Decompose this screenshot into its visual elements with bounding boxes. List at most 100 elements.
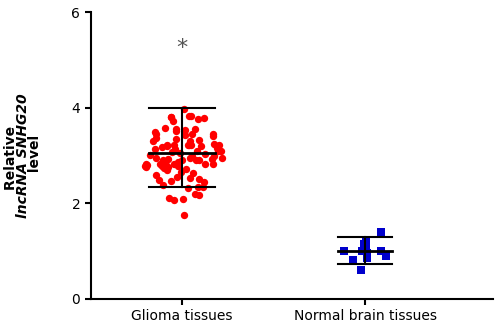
Point: [159, 182, 167, 187]
Point: [186, 156, 194, 161]
Point: [162, 125, 170, 131]
Point: [208, 161, 216, 167]
Point: [172, 128, 180, 134]
Point: [152, 135, 160, 141]
Point: [182, 167, 190, 172]
Point: [176, 151, 184, 156]
Point: [177, 170, 185, 175]
Point: [142, 162, 150, 167]
Point: [165, 196, 173, 201]
Point: [156, 162, 164, 167]
Point: [170, 197, 178, 203]
Point: [340, 248, 347, 253]
Point: [181, 132, 189, 138]
Point: [194, 184, 202, 189]
Point: [168, 114, 175, 119]
Point: [200, 115, 208, 121]
Point: [158, 164, 166, 169]
Point: [209, 133, 217, 138]
Text: *: *: [176, 38, 188, 58]
Point: [163, 143, 171, 148]
Point: [178, 158, 186, 163]
Text: level: level: [28, 135, 42, 177]
Point: [200, 179, 207, 184]
Point: [363, 250, 371, 255]
Point: [358, 248, 366, 253]
Point: [192, 158, 200, 163]
Point: [202, 161, 209, 167]
Point: [196, 192, 203, 197]
Point: [377, 248, 385, 253]
Point: [213, 146, 221, 151]
Point: [187, 114, 195, 119]
Point: [167, 179, 175, 184]
Point: [151, 146, 159, 151]
Point: [167, 115, 175, 120]
Point: [210, 153, 218, 158]
Point: [179, 197, 187, 202]
Point: [362, 244, 370, 249]
Point: [180, 107, 188, 112]
Point: [163, 142, 171, 147]
Point: [198, 143, 205, 148]
Point: [142, 165, 150, 170]
Point: [188, 131, 196, 137]
Point: [180, 127, 188, 133]
Point: [200, 151, 208, 157]
Point: [160, 166, 168, 171]
Point: [168, 149, 176, 154]
Point: [158, 145, 166, 150]
Point: [216, 142, 224, 148]
Point: [156, 178, 164, 183]
Point: [208, 156, 216, 161]
Point: [158, 157, 166, 163]
Point: [146, 152, 154, 157]
Point: [151, 129, 159, 134]
Point: [186, 138, 194, 144]
Point: [192, 126, 200, 131]
Point: [382, 253, 390, 259]
Point: [185, 113, 193, 118]
Point: [174, 160, 182, 165]
Point: [194, 177, 202, 182]
Point: [142, 163, 150, 168]
Point: [194, 116, 202, 121]
Point: [152, 131, 160, 136]
Point: [170, 161, 178, 167]
Point: [188, 154, 196, 159]
Point: [196, 138, 203, 143]
Point: [168, 118, 176, 124]
Point: [195, 158, 203, 163]
Point: [142, 163, 150, 168]
Point: [163, 168, 171, 173]
Point: [210, 142, 218, 147]
Point: [364, 255, 372, 260]
Point: [214, 148, 222, 154]
Point: [180, 213, 188, 218]
Point: [192, 191, 200, 197]
Point: [172, 127, 180, 132]
Point: [189, 170, 197, 176]
Point: [164, 165, 172, 170]
Point: [193, 148, 201, 153]
Point: [362, 237, 370, 242]
Point: [186, 176, 194, 181]
Point: [218, 156, 226, 161]
Point: [187, 143, 195, 148]
Point: [172, 175, 180, 180]
Point: [152, 155, 160, 160]
Point: [184, 185, 192, 191]
Point: [360, 242, 368, 247]
Point: [184, 143, 192, 148]
Point: [149, 139, 157, 144]
Point: [174, 163, 182, 169]
Point: [210, 131, 218, 136]
Point: [378, 230, 386, 235]
Point: [170, 147, 178, 152]
Point: [164, 156, 172, 161]
Point: [199, 184, 207, 189]
Point: [170, 143, 178, 148]
Point: [185, 142, 193, 147]
Text: Relative: Relative: [4, 121, 18, 190]
Text: lncRNA SNHG20: lncRNA SNHG20: [16, 93, 30, 218]
